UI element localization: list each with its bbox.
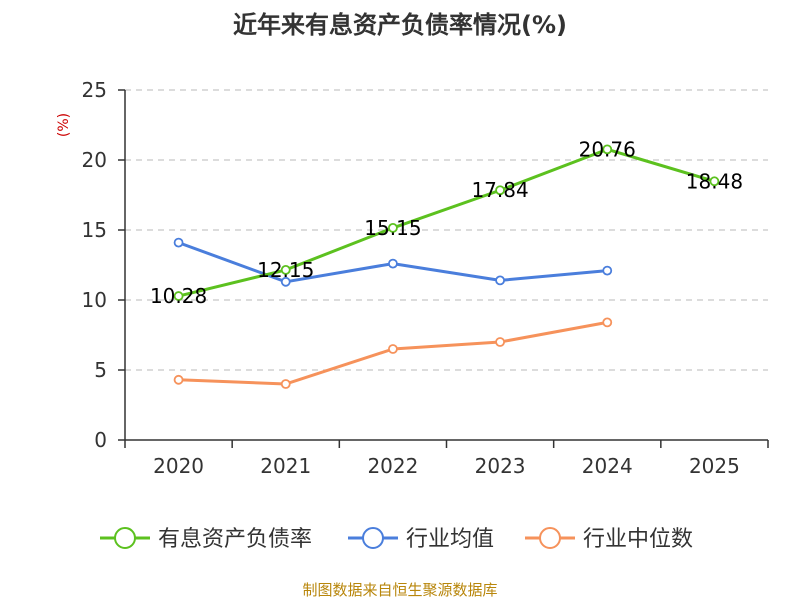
data-point — [602, 265, 613, 276]
legend: 有息资产负债率 行业均值 行业中位数 — [100, 527, 693, 552]
data-point — [173, 291, 184, 301]
data-label: 20.76 — [579, 137, 636, 161]
data-point — [495, 337, 505, 347]
data-point — [388, 258, 398, 269]
legend-label: 行业中位数 — [583, 527, 693, 552]
data-point — [280, 264, 291, 275]
y-tick-label: 10 — [82, 288, 107, 312]
data-point — [495, 275, 505, 286]
legend-marker — [114, 527, 136, 549]
legend-marker — [539, 527, 561, 549]
data-point — [388, 222, 398, 233]
data-point — [173, 374, 184, 385]
data-point — [173, 237, 184, 248]
x-tick-label: 2020 — [153, 454, 204, 478]
chart-title: 近年来有息资产负债率情况(%) — [233, 11, 567, 39]
data-point — [602, 317, 613, 328]
grid-lines — [125, 89, 768, 371]
data-point — [495, 185, 505, 196]
data-labels: 10.28 12.15 15.15 17.84 20.76 18.48 — [150, 137, 743, 308]
x-tick-label: 2024 — [582, 454, 633, 478]
x-tick-label: 2023 — [475, 454, 526, 478]
data-label: 18.48 — [686, 169, 743, 193]
data-label: 10.28 — [150, 284, 207, 308]
data-label: 12.15 — [257, 258, 314, 282]
legend-label: 行业均值 — [406, 527, 494, 552]
data-point — [388, 344, 398, 354]
x-tick-label: 2021 — [260, 454, 311, 478]
y-tick-label: 20 — [82, 148, 107, 172]
y-tick-label: 15 — [82, 218, 107, 242]
series-layer — [173, 144, 720, 389]
data-label: 15.15 — [364, 216, 421, 240]
y-tick-label: 5 — [94, 358, 107, 382]
source-note: 制图数据来自恒生聚源数据库 — [302, 581, 497, 599]
series-line — [178, 147, 715, 298]
data-point — [602, 144, 613, 155]
legend-marker — [362, 527, 384, 549]
y-tick-label: 0 — [94, 428, 107, 452]
data-point — [709, 176, 720, 187]
data-point — [280, 379, 291, 389]
x-tick-label: 2022 — [367, 454, 418, 478]
y-tick-label: 25 — [82, 78, 107, 102]
legend-label: 有息资产负债率 — [158, 527, 312, 552]
x-tick-label: 2025 — [689, 454, 740, 478]
data-label: 17.84 — [471, 178, 528, 202]
data-point — [280, 276, 291, 287]
y-axis-label: (%) — [56, 113, 72, 137]
